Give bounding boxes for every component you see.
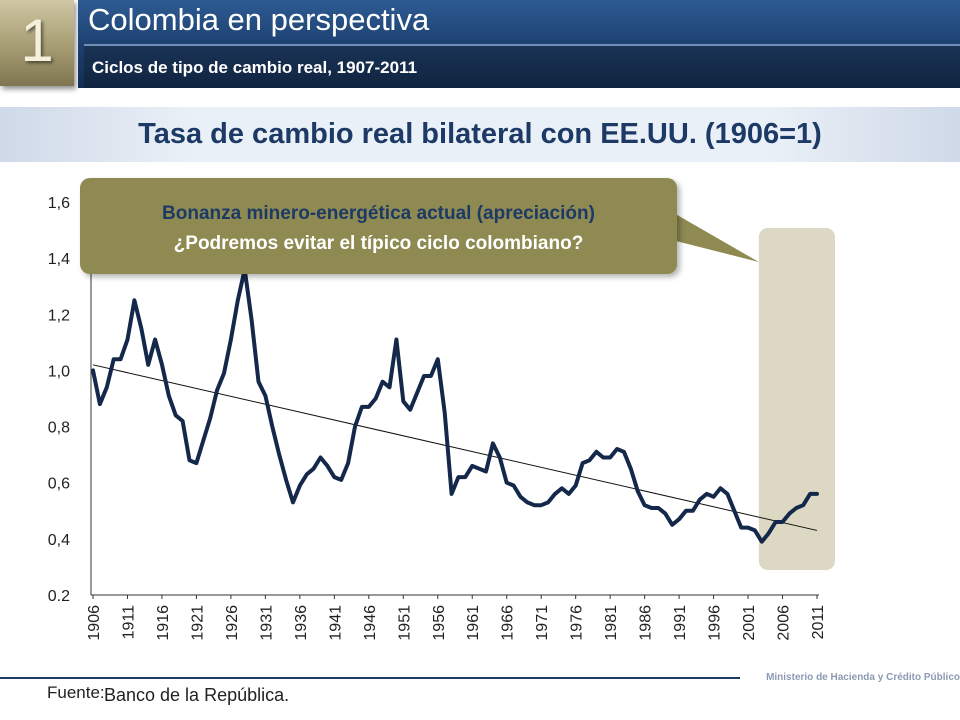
x-tick-label: 1956 bbox=[431, 605, 448, 641]
x-tick-label: 1961 bbox=[465, 605, 482, 641]
x-tick-label: 1926 bbox=[224, 605, 241, 641]
callout-line-2: ¿Podremos evitar el típico ciclo colombi… bbox=[173, 233, 584, 254]
callout-box: Bonanza minero-energética actual (apreci… bbox=[80, 178, 677, 274]
x-tick-label: 1971 bbox=[534, 605, 551, 641]
x-tick-label: 1976 bbox=[569, 605, 586, 641]
x-tick-label: 2006 bbox=[776, 605, 793, 641]
y-tick-label: 1,0 bbox=[48, 363, 70, 380]
x-tick-label: 2001 bbox=[741, 605, 758, 641]
y-tick-label: 0.2 bbox=[48, 588, 70, 605]
x-tick-group: 1906 1911 1916 1921 1926 1931 1936 1941 1946 1951… bbox=[86, 595, 827, 641]
y-tick-group: 0.2 0,4 0,6 0,8 1,0 1,2 1,4 1,6 bbox=[48, 195, 70, 605]
y-tick-label: 1,6 bbox=[48, 195, 70, 212]
x-tick-label: 1931 bbox=[258, 605, 275, 641]
ministry-logo-text: Ministerio de Hacienda y Crédito Público bbox=[766, 672, 960, 683]
callout-pointer bbox=[672, 212, 759, 262]
y-tick-label: 1,2 bbox=[48, 307, 70, 324]
x-tick-label: 1996 bbox=[707, 605, 724, 641]
x-tick-label: 1951 bbox=[396, 605, 413, 641]
slide-number-badge: 1 bbox=[0, 0, 74, 86]
x-tick-label: 1946 bbox=[362, 605, 379, 641]
x-tick-label: 1981 bbox=[603, 605, 620, 641]
x-tick-label: 1991 bbox=[672, 605, 689, 641]
footer-divider bbox=[0, 677, 740, 679]
source-value: Banco de la República. bbox=[104, 685, 290, 705]
series-line bbox=[91, 267, 819, 544]
x-tick-label: 1921 bbox=[189, 605, 206, 641]
x-tick-label: 1916 bbox=[155, 605, 172, 641]
x-tick-label: 1936 bbox=[293, 605, 310, 641]
subtitle-bar: Ciclos de tipo de cambio real, 1907-2011 bbox=[84, 44, 960, 88]
x-tick-label: 2011 bbox=[810, 605, 827, 640]
x-tick-label: 1966 bbox=[500, 605, 517, 641]
chart-title: Tasa de cambio real bilateral con EE.UU.… bbox=[138, 118, 822, 150]
chart-title-band: Tasa de cambio real bilateral con EE.UU.… bbox=[0, 107, 960, 162]
callout-line-1: Bonanza minero-energética actual (apreci… bbox=[162, 203, 595, 224]
slide-number: 1 bbox=[20, 7, 54, 74]
page-subtitle: Ciclos de tipo de cambio real, 1907-2011 bbox=[92, 58, 418, 77]
source-label: Fuente: bbox=[47, 683, 105, 702]
page-title: Colombia en perspectiva bbox=[88, 2, 430, 37]
y-tick-label: 0,8 bbox=[48, 420, 70, 437]
x-tick-label: 1941 bbox=[327, 605, 344, 641]
y-tick-label: 0,6 bbox=[48, 476, 70, 493]
x-tick-label: 1911 bbox=[120, 605, 137, 640]
header-bar: Colombia en perspectiva Ciclos de tipo d… bbox=[78, 0, 960, 88]
y-tick-label: 1,4 bbox=[48, 251, 70, 268]
x-tick-label: 1906 bbox=[86, 605, 103, 641]
highlight-band bbox=[758, 228, 835, 570]
x-tick-label: 1986 bbox=[638, 605, 655, 641]
y-tick-label: 0,4 bbox=[48, 532, 70, 549]
